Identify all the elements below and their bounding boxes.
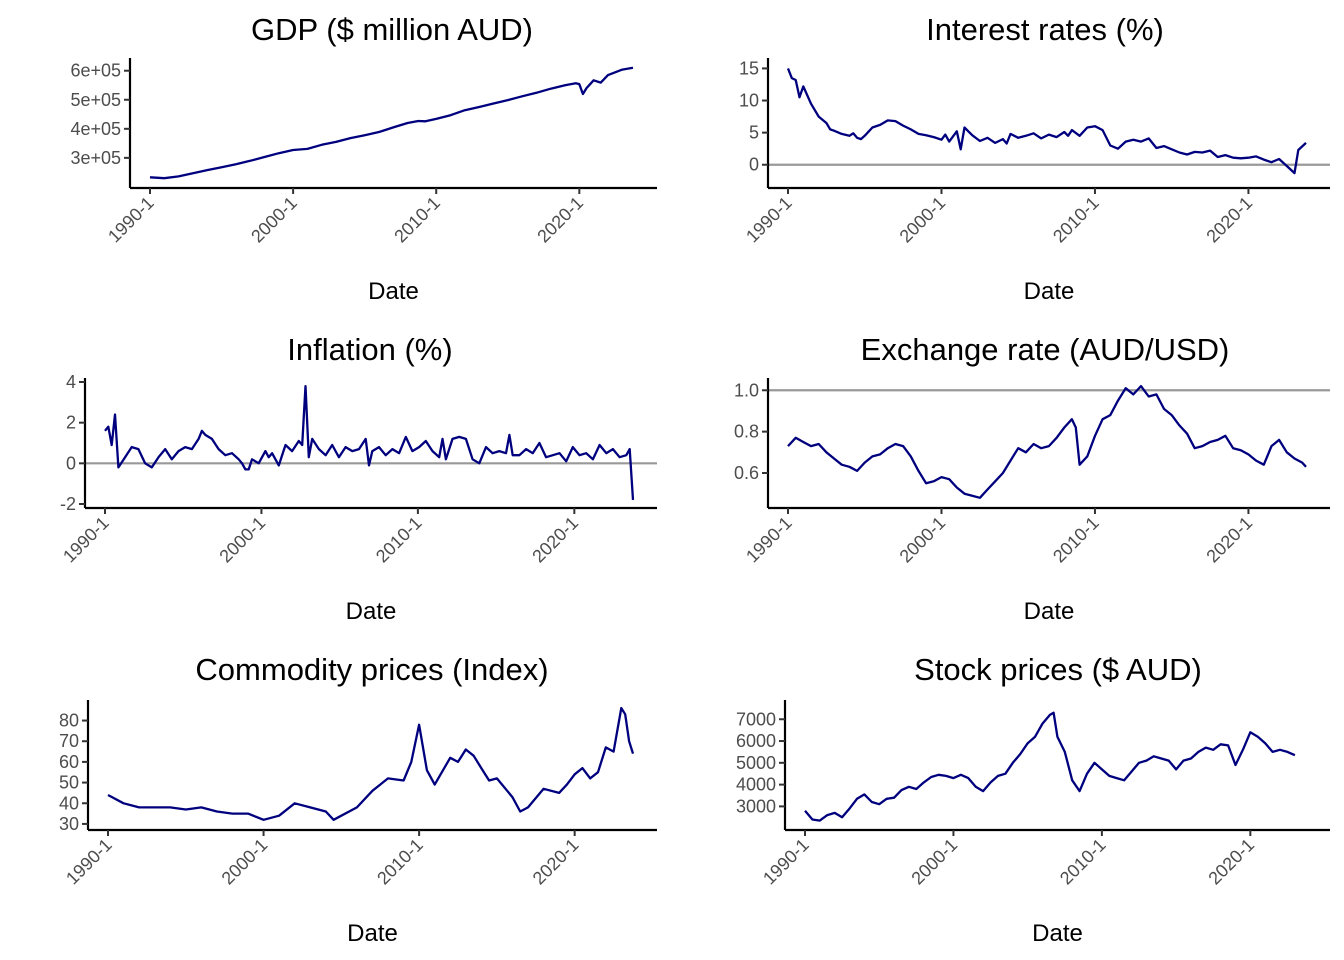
y-tick-label: 3e+05 [70, 148, 121, 168]
x-tick-label: 2010-1 [372, 513, 426, 567]
chart-title: Interest rates (%) [926, 12, 1164, 47]
x-tick-label: 1990-1 [759, 835, 813, 889]
y-tick-label: 4000 [736, 775, 776, 795]
x-tick-label: 2020-1 [529, 835, 583, 889]
chart-panel: GDP ($ million AUD) 3e+05 4e+05 5e+05 6e+05 1… [70, 12, 657, 305]
series-line [787, 384, 1307, 499]
y-tick-label: 40 [59, 793, 79, 813]
x-tick-label: 2020-1 [1202, 513, 1256, 567]
y-tick-label: 60 [59, 752, 79, 772]
y-tick-label: 5e+05 [70, 90, 121, 110]
y-tick-label: 10 [739, 91, 759, 111]
series-line [786, 67, 1307, 175]
x-tick-label: 2000-1 [907, 835, 961, 889]
series-line [149, 66, 634, 180]
y-tick-label: 30 [59, 814, 79, 834]
y-tick-label: 4 [66, 372, 76, 392]
y-tick-label: 50 [59, 773, 79, 793]
y-tick-label: 6e+05 [70, 61, 121, 81]
y-tick-label: 0 [66, 453, 76, 473]
x-tick-label: 2010-1 [1049, 513, 1103, 567]
y-tick-label: 1.0 [734, 380, 759, 400]
x-tick-label: 1990-1 [59, 513, 113, 567]
x-tick-label: 1990-1 [742, 513, 796, 567]
chart-title: Inflation (%) [287, 332, 452, 367]
x-tick-label: 2000-1 [215, 513, 269, 567]
y-tick-label: 70 [59, 731, 79, 751]
series-line [104, 384, 635, 500]
y-tick-label: 3000 [736, 796, 776, 816]
chart-panel: Interest rates (%) 0 5 10 15 1990-1 2000-1 2010… [739, 12, 1330, 305]
y-tick-label: 5000 [736, 753, 776, 773]
chart-title: Exchange rate (AUD/USD) [861, 332, 1230, 367]
x-axis-label: Date [368, 278, 419, 305]
x-tick-label: 2000-1 [896, 513, 950, 567]
x-tick-label: 2010-1 [390, 193, 444, 247]
y-tick-label: -2 [60, 494, 76, 514]
y-tick-label: 5 [749, 123, 759, 143]
y-tick-label: 6000 [736, 731, 776, 751]
y-tick-label: 0 [749, 155, 759, 175]
chart-panel: Stock prices ($ AUD) 30004000500060007000… [736, 652, 1330, 947]
x-tick-label: 2010-1 [373, 835, 427, 889]
y-tick-label: 0.8 [734, 422, 759, 442]
chart-panel: Exchange rate (AUD/USD) 0.6 0.8 1.0 1990-1 20… [734, 332, 1330, 625]
y-tick-label: 15 [739, 58, 759, 78]
x-tick-label: 1990-1 [104, 193, 158, 247]
x-tick-label: 2000-1 [218, 835, 272, 889]
x-tick-label: 2010-1 [1049, 193, 1103, 247]
y-tick-label: 4e+05 [70, 119, 121, 139]
x-tick-label: 2010-1 [1056, 835, 1110, 889]
chart-title: GDP ($ million AUD) [251, 12, 533, 47]
x-tick-label: 1990-1 [62, 835, 116, 889]
series-line [804, 711, 1296, 822]
y-tick-label: 7000 [736, 709, 776, 729]
x-tick-label: 2020-1 [1204, 835, 1258, 889]
x-tick-label: 2020-1 [528, 513, 582, 567]
chart-title: Commodity prices (Index) [195, 652, 548, 687]
chart-title: Stock prices ($ AUD) [914, 652, 1202, 687]
x-tick-label: 2000-1 [896, 193, 950, 247]
x-axis-label: Date [1024, 278, 1075, 305]
x-tick-label: 2000-1 [247, 193, 301, 247]
x-axis-label: Date [1032, 920, 1083, 947]
chart-panel: Inflation (%) -2 0 2 4 1990-1 2000-1 2010-1 2020… [59, 332, 657, 625]
y-tick-label: 2 [66, 413, 76, 433]
x-tick-label: 1990-1 [742, 193, 796, 247]
x-tick-label: 2020-1 [1202, 193, 1256, 247]
y-tick-label: 80 [59, 711, 79, 731]
x-axis-label: Date [1024, 598, 1075, 625]
x-tick-label: 2020-1 [533, 193, 587, 247]
x-axis-label: Date [347, 920, 398, 947]
x-axis-label: Date [346, 598, 397, 625]
y-tick-label: 0.6 [734, 463, 759, 483]
series-line [107, 706, 635, 821]
